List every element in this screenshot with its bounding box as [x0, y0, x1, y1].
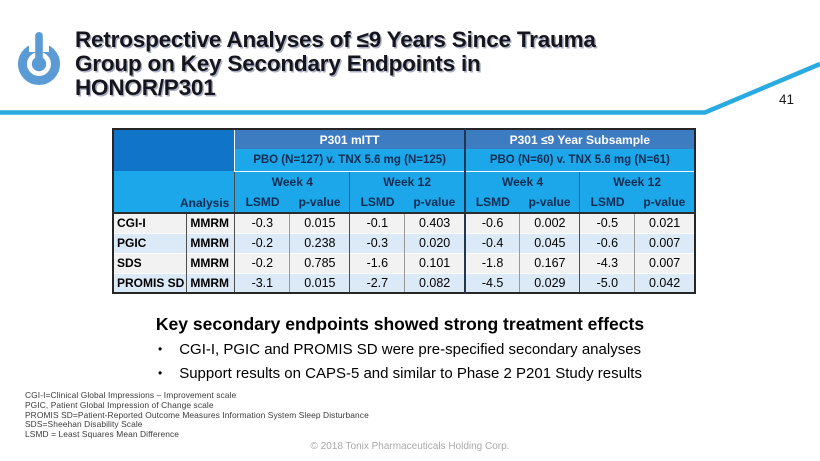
table-comparison-row: PBO (N=127) v. TNX 5.6 mg (N=125) PBO (N… — [113, 149, 695, 172]
cell-value: 0.007 — [634, 232, 695, 253]
comparison-subsample: PBO (N=60) v. TNX 5.6 mg (N=61) — [463, 149, 695, 172]
table-week-header-row: Analysis Week 4 Week 12 Week 4 Week 12 — [113, 171, 695, 214]
cell-value: -0.4 — [463, 232, 520, 253]
bullet-text: CGI-I, PGIC and PROMIS SD were pre-speci… — [179, 341, 642, 358]
stat-header: LSMD — [463, 192, 520, 214]
endpoint-label: CGI-I — [113, 212, 187, 233]
stat-header: p-value — [519, 192, 580, 214]
table-corner-cell — [113, 129, 235, 171]
stat-header: p-value — [289, 192, 350, 214]
bullet-item: Support results on CAPS-5 and similar to… — [158, 365, 642, 389]
slide-title-line-3: HONOR/P301 — [75, 75, 216, 100]
table-row-pgic: PGIC MMRM -0.2 0.238 -0.3 0.020 -0.4 0.0… — [113, 232, 695, 253]
analysis-value: MMRM — [186, 212, 235, 233]
cell-value: -5.0 — [579, 272, 635, 293]
cell-value: 0.029 — [519, 272, 580, 293]
week-header: Week 4 — [463, 171, 580, 192]
footnote-line: PROMIS SD=Patient-Reported Outcome Measu… — [25, 409, 369, 420]
footnote-line: PGIC, Patient Global Impression of Chang… — [25, 399, 214, 410]
analysis-value: MMRM — [186, 232, 235, 253]
cell-value: 0.042 — [634, 272, 695, 293]
cell-value: -4.3 — [579, 252, 635, 273]
group-header-subsample: P301 ≤9 Year Subsample — [463, 129, 695, 149]
cell-value: 0.015 — [289, 272, 350, 293]
cell-value: -0.6 — [463, 212, 520, 233]
copyright-notice: © 2018 Tonix Pharmaceuticals Holding Cor… — [310, 441, 510, 452]
cell-value: -3.1 — [234, 272, 290, 293]
footnote-line: SDS=Sheehan Disability Scale — [25, 419, 143, 430]
cell-value: -0.1 — [349, 212, 405, 233]
analysis-value: MMRM — [186, 272, 235, 293]
cell-value: 0.403 — [404, 212, 465, 233]
analysis-value: MMRM — [186, 252, 235, 273]
cell-value: 0.101 — [404, 252, 465, 273]
cell-value: -0.5 — [579, 212, 635, 233]
bullet-item: CGI-I, PGIC and PROMIS SD were pre-speci… — [158, 341, 642, 365]
cell-value: 0.015 — [289, 212, 350, 233]
cell-value: 0.021 — [634, 212, 695, 233]
table-row-promis-sd: PROMIS SD MMRM -3.1 0.015 -2.7 0.082 -4.… — [113, 272, 695, 293]
endpoint-label: PROMIS SD — [113, 272, 187, 293]
cell-value: -1.8 — [463, 252, 520, 273]
week-header: Week 4 — [234, 171, 350, 192]
stat-header: LSMD — [234, 192, 290, 214]
cell-value: -0.6 — [579, 232, 635, 253]
table-stat-header-row: LSMD p-value LSMD p-value LSMD p-value L… — [113, 192, 695, 214]
slide-title-line-2: Group on Key Secondary Endpoints in — [75, 51, 481, 76]
cell-value: -0.2 — [234, 252, 290, 273]
summary-heading: Key secondary endpoints showed strong tr… — [155, 314, 645, 334]
cell-value: -1.6 — [349, 252, 405, 273]
cell-value: 0.007 — [634, 252, 695, 273]
cell-value: -0.3 — [349, 232, 405, 253]
cell-value: -0.2 — [234, 232, 290, 253]
table-row-sds: SDS MMRM -0.2 0.785 -1.6 0.101 -1.8 0.16… — [113, 252, 695, 273]
week-header: Week 12 — [349, 171, 465, 192]
slide-title-line-1: Retrospective Analyses of ≤9 Years Since… — [75, 27, 596, 52]
cell-value: -2.7 — [349, 272, 405, 293]
endpoint-label: PGIC — [113, 232, 187, 253]
footnote-line: CGI-I=Clinical Global Impressions – Impr… — [25, 390, 237, 400]
cell-value: 0.020 — [404, 232, 465, 253]
cell-value: 0.082 — [404, 272, 465, 293]
stat-header: p-value — [404, 192, 465, 214]
cell-value: 0.238 — [289, 232, 350, 253]
tonix-power-logo-icon — [18, 32, 60, 85]
footnote-line: LSMD = Least Squares Mean Difference — [25, 429, 180, 440]
summary-bullets: CGI-I, PGIC and PROMIS SD were pre-speci… — [158, 341, 642, 389]
table-group-header-row: P301 mITT P301 ≤9 Year Subsample — [113, 129, 695, 171]
week-header: Week 12 — [579, 171, 695, 192]
cell-value: 0.785 — [289, 252, 350, 273]
endpoint-label: SDS — [113, 252, 187, 273]
results-table: P301 mITT P301 ≤9 Year Subsample PBO (N=… — [112, 128, 696, 294]
group-header-mitt: P301 mITT — [234, 129, 465, 149]
page-number: 41 — [778, 92, 794, 107]
cell-value: -4.5 — [463, 272, 520, 293]
cell-value: 0.045 — [519, 232, 580, 253]
bullet-text: Support results on CAPS-5 and similar to… — [179, 365, 642, 382]
cell-value: 0.002 — [519, 212, 580, 233]
analysis-header: Analysis — [113, 171, 235, 214]
footnotes: CGI-I=Clinical Global Impressions – Impr… — [25, 390, 369, 440]
slide-title: Retrospective Analyses of ≤9 Years Since… — [75, 28, 596, 100]
table-row-cgi-i: CGI-I MMRM -0.3 0.015 -0.1 0.403 -0.6 0.… — [113, 212, 695, 233]
cell-value: 0.167 — [519, 252, 580, 273]
comparison-mitt: PBO (N=127) v. TNX 5.6 mg (N=125) — [234, 149, 465, 172]
stat-header: p-value — [634, 192, 695, 214]
stat-header: LSMD — [579, 192, 635, 214]
cell-value: -0.3 — [234, 212, 290, 233]
stat-header: LSMD — [349, 192, 405, 214]
